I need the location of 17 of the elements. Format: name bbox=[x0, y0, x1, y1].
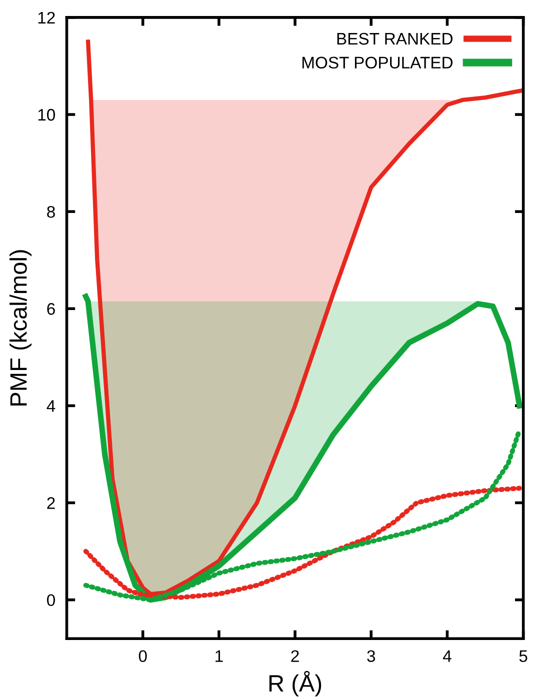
x-tick-label: 1 bbox=[216, 650, 223, 662]
legend-label: BEST RANKED bbox=[337, 32, 453, 45]
y-axis-title: PMF (kcal/mol) bbox=[10, 250, 32, 406]
x-axis-title: R (Å) bbox=[269, 670, 322, 696]
x-tick-label: 4 bbox=[442, 650, 452, 662]
y-tick-label: 8 bbox=[47, 206, 55, 218]
y-tick-label: 4 bbox=[46, 400, 56, 412]
y-tick-label: 0 bbox=[47, 594, 55, 606]
legend-label: MOST POPULATED bbox=[302, 56, 453, 69]
y-tick-label: 12 bbox=[38, 12, 55, 24]
x-tick-label: 0 bbox=[138, 650, 147, 662]
y-tick-label: 6 bbox=[47, 303, 55, 315]
y-tick-label: 10 bbox=[38, 108, 55, 121]
x-tick-label: 3 bbox=[367, 650, 376, 662]
x-tick-label: 2 bbox=[291, 650, 299, 662]
y-tick-label: 2 bbox=[47, 497, 55, 509]
x-tick-label: 5 bbox=[519, 650, 528, 662]
